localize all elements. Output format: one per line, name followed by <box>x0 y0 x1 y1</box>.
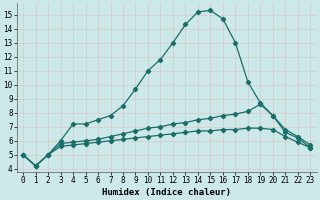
X-axis label: Humidex (Indice chaleur): Humidex (Indice chaleur) <box>102 188 231 197</box>
